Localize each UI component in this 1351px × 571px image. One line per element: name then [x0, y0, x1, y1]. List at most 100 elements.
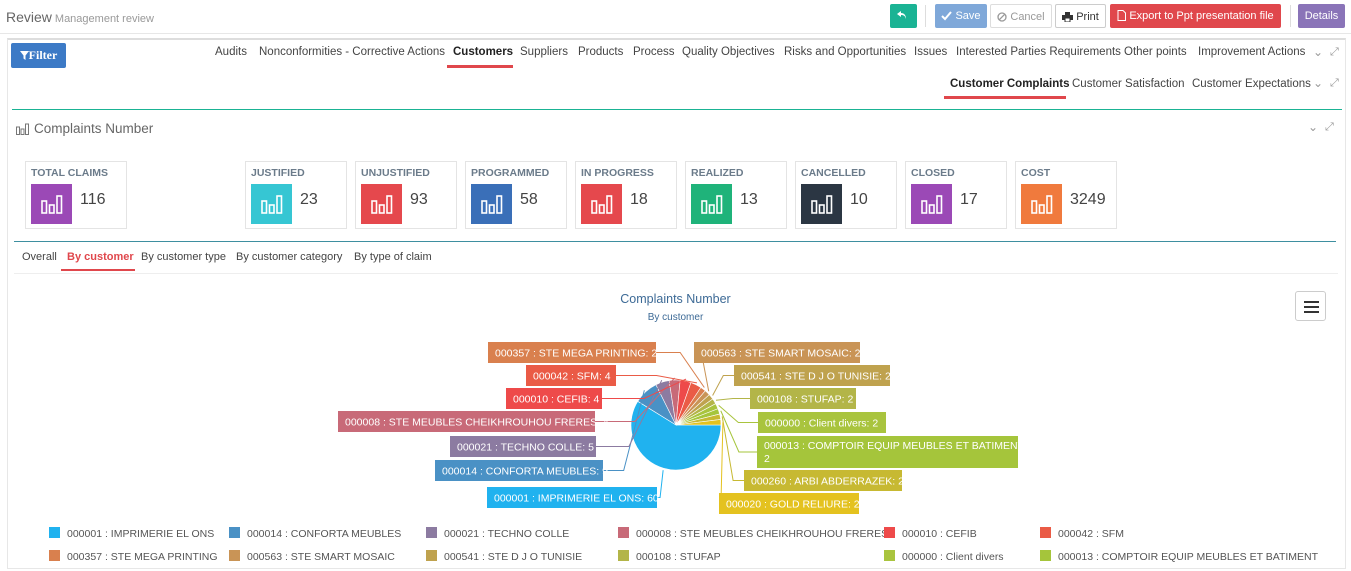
nav-tab-issues[interactable]: Issues: [914, 46, 948, 58]
legend-label: 000001 : IMPRIMERIE EL ONS: [67, 528, 215, 540]
export-button-label: Export to Ppt presentation file: [1129, 10, 1274, 22]
data-label: 000013 : COMPTOIR EQUIP MEUBLES ET BATIM…: [764, 440, 1026, 465]
legend-label: 000013 : COMPTOIR EQUIP MEUBLES ET BATIM…: [1058, 551, 1319, 563]
legend-label: 000010 : CEFIB: [902, 528, 977, 540]
stat-card-in-progress[interactable]: IN PROGRESS 18: [575, 161, 677, 229]
bar-chart-icon: [361, 184, 402, 224]
hamburger-icon-bar: [1304, 301, 1319, 303]
stat-value: 58: [520, 191, 538, 208]
expand-icon[interactable]: ⤢: [1325, 121, 1334, 133]
chart-tab-active-indicator: [61, 269, 135, 271]
data-label-box: [338, 411, 595, 432]
nav-active-indicator: [447, 65, 513, 68]
filter-button[interactable]: Filter: [11, 43, 66, 68]
pie-slice[interactable]: [630, 400, 722, 471]
subtab-customer-expectations[interactable]: Customer Expectations: [1192, 78, 1311, 90]
subtab-customer-complaints[interactable]: Customer Complaints: [950, 78, 1070, 90]
stat-card-total-claims[interactable]: TOTAL CLAIMS 116: [25, 161, 127, 229]
stat-card-justified[interactable]: JUSTIFIED 23: [245, 161, 347, 229]
back-button[interactable]: [890, 4, 917, 28]
nav-tab-audits[interactable]: Audits: [215, 46, 247, 58]
data-label-connector: [718, 404, 758, 423]
save-button-label: Save: [955, 10, 981, 22]
legend-item[interactable]: 000021 : TECHNO COLLE: [426, 527, 569, 540]
legend-item[interactable]: 000001 : IMPRIMERIE EL ONS: [49, 527, 214, 540]
legend-item[interactable]: 000014 : CONFORTA MEUBLES: [229, 527, 401, 540]
stat-card-unjustified[interactable]: UNJUSTIFIED 93: [355, 161, 457, 229]
stat-card-realized[interactable]: REALIZED 13: [685, 161, 787, 229]
filter-icon: [19, 51, 29, 60]
chevron-down-icon[interactable]: ⌄: [1313, 45, 1324, 59]
nav-tab-products[interactable]: Products: [578, 46, 624, 58]
legend-item[interactable]: 000042 : SFM: [1040, 527, 1124, 540]
data-label-connector: [720, 410, 757, 453]
pie-slice[interactable]: [675, 419, 722, 426]
legend-swatch: [49, 550, 60, 561]
stat-card-cancelled[interactable]: CANCELLED 10: [795, 161, 897, 229]
legend-swatch: [618, 550, 629, 561]
legend-label: 000014 : CONFORTA MEUBLES: [247, 528, 402, 540]
data-label-connector: [657, 470, 664, 498]
chart-tab-overall[interactable]: Overall: [22, 251, 57, 263]
bar-chart-icon: [1021, 184, 1062, 224]
bar-chart-icon: [251, 184, 292, 224]
stat-card-programmed[interactable]: PROGRAMMED 58: [465, 161, 567, 229]
nav-tab-nonconformities[interactable]: Nonconformities - Corrective Actions: [259, 46, 445, 58]
data-label-box: [734, 365, 890, 386]
stat-value: 93: [410, 191, 428, 208]
export-ppt-button[interactable]: Export to Ppt presentation file: [1110, 4, 1281, 28]
legend-item[interactable]: 000008 : STE MEUBLES CHEIKHROUHOU FRERES: [618, 527, 888, 540]
data-label-box: [694, 342, 860, 363]
nav-tab-other-points[interactable]: Other points: [1124, 46, 1187, 58]
nav-tab-process[interactable]: Process: [633, 46, 675, 58]
chart-menu-button[interactable]: [1295, 291, 1326, 321]
bar-chart-icon: [801, 184, 842, 224]
page-title: Review Management review: [6, 9, 154, 25]
chevron-down-icon[interactable]: ⌄: [1313, 76, 1324, 90]
cancel-button[interactable]: Cancel: [990, 4, 1052, 28]
details-button-label: Details: [1304, 10, 1339, 22]
data-label-box: [487, 487, 657, 508]
details-button[interactable]: Details: [1298, 4, 1345, 28]
data-label-connector: [721, 416, 744, 481]
data-label-box: [757, 436, 1018, 468]
chart-tab-by-type-of-claim[interactable]: By type of claim: [354, 251, 432, 263]
legend-item[interactable]: 000013 : COMPTOIR EQUIP MEUBLES ET BATIM…: [1040, 550, 1318, 563]
chevron-down-icon[interactable]: ⌄: [1308, 120, 1319, 134]
nav-tab-improvement-actions[interactable]: Improvement Actions: [1198, 46, 1306, 58]
legend-item[interactable]: 000000 : Client divers: [884, 550, 1004, 563]
legend-swatch: [1040, 550, 1051, 561]
print-button[interactable]: Print: [1055, 4, 1106, 28]
chart-tab-by-customer-category[interactable]: By customer category: [236, 251, 343, 263]
data-label-connector: [656, 352, 705, 388]
legend-swatch: [426, 527, 437, 538]
bar-chart-icon: [31, 184, 72, 224]
legend-item[interactable]: 000010 : CEFIB: [884, 527, 977, 540]
stat-card-closed[interactable]: CLOSED 17: [905, 161, 1007, 229]
nav-tab-quality-objectives[interactable]: Quality Objectives: [682, 46, 775, 58]
legend-item[interactable]: 000563 : STE SMART MOSAIC: [229, 550, 395, 563]
legend-item[interactable]: 000357 : STE MEGA PRINTING: [49, 550, 218, 563]
expand-icon[interactable]: ⤢: [1330, 46, 1339, 58]
data-label: 000010 : CEFIB: 4: [513, 394, 600, 406]
stat-card-cost[interactable]: COST 3249: [1015, 161, 1117, 229]
data-label-box: [506, 388, 602, 409]
legend-item[interactable]: 000541 : STE D J O TUNISIE: [426, 550, 582, 563]
stat-label: PROGRAMMED: [471, 167, 550, 179]
nav-tab-suppliers[interactable]: Suppliers: [520, 46, 568, 58]
stat-label: UNJUSTIFIED: [361, 167, 430, 179]
save-button[interactable]: Save: [935, 4, 987, 28]
nav-tab-interested-parties[interactable]: Interested Parties Requirements: [956, 46, 1121, 58]
expand-icon[interactable]: ⤢: [1330, 77, 1339, 89]
chart-tabs-divider: [14, 273, 1338, 274]
data-label: 000563 : STE SMART MOSAIC: 2: [701, 348, 861, 360]
stat-label: JUSTIFIED: [251, 167, 305, 179]
legend-item[interactable]: 000108 : STUFAP: [618, 550, 721, 563]
nav-tab-customers[interactable]: Customers: [453, 46, 514, 58]
subtab-customer-satisfaction[interactable]: Customer Satisfaction: [1072, 78, 1185, 90]
chart-tab-by-customer[interactable]: By customer: [67, 251, 134, 263]
data-label-connector: [595, 377, 675, 422]
nav-tab-risks[interactable]: Risks and Opportunities: [784, 46, 907, 58]
chart-tab-by-customer-type[interactable]: By customer type: [141, 251, 226, 263]
legend-label: 000541 : STE D J O TUNISIE: [444, 551, 583, 563]
